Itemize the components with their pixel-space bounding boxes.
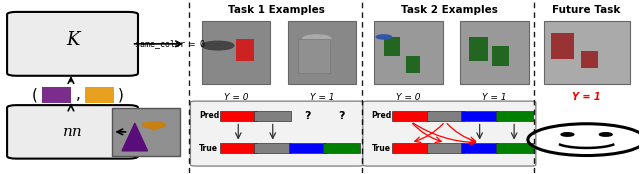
- Circle shape: [600, 133, 612, 136]
- FancyBboxPatch shape: [254, 143, 291, 153]
- FancyBboxPatch shape: [392, 143, 429, 153]
- FancyBboxPatch shape: [202, 21, 270, 84]
- FancyBboxPatch shape: [461, 21, 529, 84]
- Text: ?: ?: [304, 111, 310, 121]
- Circle shape: [303, 35, 331, 42]
- Text: ): ): [118, 87, 124, 102]
- Polygon shape: [122, 123, 148, 151]
- FancyBboxPatch shape: [7, 105, 138, 159]
- FancyBboxPatch shape: [543, 21, 630, 84]
- Text: True: True: [199, 144, 218, 153]
- FancyBboxPatch shape: [392, 111, 429, 121]
- FancyBboxPatch shape: [495, 143, 532, 153]
- Text: Y = 1: Y = 1: [310, 93, 335, 102]
- FancyBboxPatch shape: [288, 21, 356, 84]
- FancyBboxPatch shape: [495, 111, 532, 121]
- FancyBboxPatch shape: [323, 143, 360, 153]
- FancyBboxPatch shape: [551, 33, 573, 59]
- Text: same_color = 0: same_color = 0: [135, 39, 205, 48]
- FancyBboxPatch shape: [580, 51, 598, 68]
- Text: Y = 0: Y = 0: [396, 93, 420, 102]
- Text: Task 1 Examples: Task 1 Examples: [228, 5, 325, 15]
- FancyBboxPatch shape: [7, 12, 138, 76]
- FancyBboxPatch shape: [363, 101, 536, 166]
- FancyBboxPatch shape: [236, 39, 253, 61]
- Text: nn: nn: [63, 125, 83, 139]
- Text: Task 2 Examples: Task 2 Examples: [401, 5, 498, 15]
- FancyBboxPatch shape: [289, 143, 326, 153]
- Circle shape: [202, 41, 234, 50]
- Text: Y = 0: Y = 0: [224, 93, 248, 102]
- Text: Pred: Pred: [199, 111, 220, 120]
- FancyBboxPatch shape: [468, 37, 488, 61]
- FancyBboxPatch shape: [406, 56, 420, 73]
- Text: Y = 1: Y = 1: [572, 92, 601, 102]
- FancyBboxPatch shape: [220, 111, 257, 121]
- Circle shape: [143, 122, 166, 128]
- Text: Y = 1: Y = 1: [483, 93, 507, 102]
- FancyBboxPatch shape: [220, 143, 257, 153]
- FancyBboxPatch shape: [427, 143, 464, 153]
- Polygon shape: [147, 126, 162, 130]
- Circle shape: [376, 35, 392, 39]
- FancyBboxPatch shape: [461, 143, 498, 153]
- FancyBboxPatch shape: [254, 111, 291, 121]
- FancyBboxPatch shape: [374, 21, 443, 84]
- FancyBboxPatch shape: [113, 108, 179, 156]
- Text: (: (: [31, 87, 38, 102]
- FancyBboxPatch shape: [190, 101, 364, 166]
- Text: Future Task: Future Task: [552, 5, 621, 15]
- FancyBboxPatch shape: [298, 39, 330, 73]
- Text: True: True: [372, 144, 391, 153]
- FancyBboxPatch shape: [492, 46, 509, 66]
- Circle shape: [561, 133, 574, 136]
- FancyBboxPatch shape: [384, 37, 401, 56]
- Text: Pred: Pred: [372, 111, 392, 120]
- FancyBboxPatch shape: [85, 87, 114, 102]
- FancyBboxPatch shape: [461, 111, 498, 121]
- FancyBboxPatch shape: [427, 111, 464, 121]
- Text: ,: ,: [76, 87, 81, 102]
- FancyBboxPatch shape: [42, 87, 71, 102]
- Text: ?: ?: [339, 111, 345, 121]
- Text: K: K: [66, 31, 79, 49]
